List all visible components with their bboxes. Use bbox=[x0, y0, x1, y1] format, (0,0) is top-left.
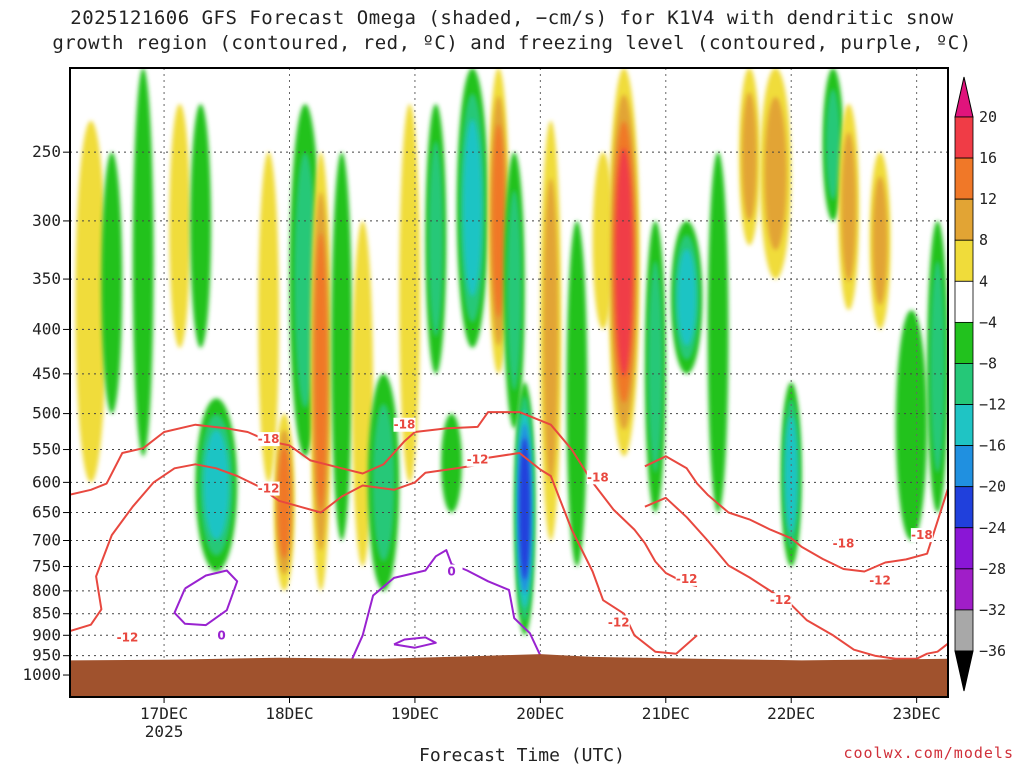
y-tick-label-750: 750 bbox=[32, 557, 61, 576]
omega-streak-29-2 bbox=[785, 416, 798, 533]
colorbar-label-3: 8 bbox=[979, 231, 988, 249]
x-tick-label-18DEC: 18DEC bbox=[265, 704, 313, 723]
y-tick-label-850: 850 bbox=[32, 604, 61, 623]
colorbar-swatch-1 bbox=[955, 158, 973, 199]
omega-streak-31-1 bbox=[841, 132, 856, 281]
omega-streak-30-1 bbox=[826, 89, 841, 200]
x-tick-label-22DEC: 22DEC bbox=[767, 704, 815, 723]
omega-streak-24-1 bbox=[648, 261, 663, 472]
colorbar-label-1: 16 bbox=[979, 149, 997, 167]
colorbar-swatch-6 bbox=[955, 363, 973, 404]
y-tick-label-350: 350 bbox=[32, 269, 61, 288]
y-axis: 250 300 350 400 450 500 550 600 650 700 750 800 850 9… bbox=[22, 142, 70, 684]
colorbar-swatch-3 bbox=[955, 240, 973, 281]
omega-streak-5-2 bbox=[204, 430, 229, 540]
omega-streak-1-0 bbox=[101, 152, 122, 413]
contour-annotation-4: -12 bbox=[117, 630, 139, 644]
colorbar-label-8: −16 bbox=[979, 437, 1006, 455]
x-tick-label-17DEC: 17DEC bbox=[140, 704, 188, 723]
omega-streak-4-0 bbox=[190, 104, 211, 348]
omega-cross-section-chart: -18 -12 -18 -12 0 0 -18 -12 -18 -12 -12 -12 -12 -18 2… bbox=[0, 0, 1024, 768]
contour-annotation-7: -18 bbox=[911, 528, 933, 542]
omega-streak-3-0 bbox=[169, 104, 190, 348]
colorbar-swatch-8 bbox=[955, 446, 973, 487]
omega-streak-28-1 bbox=[765, 97, 787, 250]
omega-streak-32-1 bbox=[873, 177, 888, 306]
colorbar-label-13: −36 bbox=[979, 642, 1006, 660]
x-tick-label-23DEC: 23DEC bbox=[893, 704, 941, 723]
colorbar-label-9: −20 bbox=[979, 478, 1006, 496]
y-tick-label-300: 300 bbox=[32, 211, 61, 230]
y-tick-label-800: 800 bbox=[32, 581, 61, 600]
contour-label-dgz_-18C_left: -18 bbox=[258, 432, 280, 446]
y-tick-label-500: 500 bbox=[32, 404, 61, 423]
contour-label-dgz_-18C_right: -18 bbox=[833, 537, 855, 551]
colorbar-bottom-arrow bbox=[955, 651, 973, 691]
y-tick-label-650: 650 bbox=[32, 503, 61, 522]
contour-annotation-3: -12 bbox=[608, 615, 630, 629]
colorbar-swatch-7 bbox=[955, 405, 973, 446]
contour-annotation-5: -12 bbox=[676, 572, 698, 586]
colorbar-label-6: −8 bbox=[979, 354, 997, 372]
omega-streak-26-0 bbox=[708, 152, 729, 512]
colorbar-label-4: 4 bbox=[979, 272, 988, 290]
colorbar-swatch-2 bbox=[955, 199, 973, 240]
omega-streak-34-1 bbox=[930, 261, 945, 472]
colorbar-label-11: −28 bbox=[979, 560, 1006, 578]
contour-annotation-1: -12 bbox=[467, 453, 489, 467]
y-tick-label-600: 600 bbox=[32, 472, 61, 491]
colorbar-swatch-9 bbox=[955, 487, 973, 528]
x-tick-label-19DEC: 19DEC bbox=[391, 704, 439, 723]
y-tick-label-1000: 1000 bbox=[22, 665, 61, 684]
colorbar-label-12: −32 bbox=[979, 601, 1006, 619]
contour-annotation-2: -18 bbox=[587, 470, 609, 484]
y-tick-label-450: 450 bbox=[32, 364, 61, 383]
contour-label-dgz_-12C_right: -12 bbox=[869, 573, 891, 587]
colorbar-top-arrow bbox=[955, 77, 973, 117]
omega-streak-18-1 bbox=[507, 190, 522, 390]
contour-label-dgz_-12C_left: -12 bbox=[258, 482, 280, 496]
colorbar-label-0: 20 bbox=[979, 108, 997, 126]
y-tick-label-900: 900 bbox=[32, 625, 61, 644]
omega-streak-27-1 bbox=[742, 92, 757, 221]
omega-streak-14-1 bbox=[429, 141, 444, 337]
colorbar: 20 16 12 8 4 −4 −8 −12 −16 −20 −24 −28 −32 −36 bbox=[955, 77, 1006, 691]
credit-link[interactable]: coolwx.com/models bbox=[843, 744, 1014, 762]
terrain-fill bbox=[70, 654, 948, 699]
colorbar-swatch-12 bbox=[955, 610, 973, 651]
x-tick-label-20DEC: 20DEC bbox=[516, 704, 564, 723]
terrain-surface bbox=[70, 654, 948, 699]
y-tick-label-400: 400 bbox=[32, 319, 61, 338]
y-tick-label-250: 250 bbox=[32, 142, 61, 161]
omega-streak-25-2 bbox=[677, 249, 696, 346]
omega-streak-2-0 bbox=[133, 68, 154, 456]
omega-streak-9-2 bbox=[315, 233, 328, 511]
x-tick-label-21DEC: 21DEC bbox=[642, 704, 690, 723]
x-tick-sublabel-17DEC: 2025 bbox=[145, 722, 184, 741]
colorbar-swatch-10 bbox=[955, 528, 973, 569]
omega-streak-20-1 bbox=[543, 178, 558, 482]
colorbar-label-2: 12 bbox=[979, 190, 997, 208]
omega-streak-16-2 bbox=[463, 119, 482, 296]
y-tick-label-950: 950 bbox=[32, 646, 61, 665]
colorbar-label-7: −12 bbox=[979, 396, 1006, 414]
omega-streak-21-0 bbox=[566, 221, 587, 567]
colorbar-label-10: −24 bbox=[979, 519, 1006, 537]
y-tick-label-550: 550 bbox=[32, 440, 61, 459]
contour-annotation-0: -18 bbox=[394, 418, 416, 432]
omega-streak-33-0 bbox=[896, 310, 927, 540]
omega-streak-23-3 bbox=[615, 148, 632, 376]
contour-annotation-6: -12 bbox=[770, 593, 792, 607]
contour-label-freezing_0C_b: 0 bbox=[447, 565, 455, 579]
contour-label-freezing_0C_a: 0 bbox=[217, 628, 225, 642]
colorbar-swatch-5 bbox=[955, 322, 973, 363]
colorbar-swatch-4 bbox=[955, 281, 973, 322]
colorbar-swatch-11 bbox=[955, 569, 973, 610]
y-tick-label-700: 700 bbox=[32, 530, 61, 549]
colorbar-swatch-0 bbox=[955, 117, 973, 158]
colorbar-label-5: −4 bbox=[979, 313, 997, 331]
